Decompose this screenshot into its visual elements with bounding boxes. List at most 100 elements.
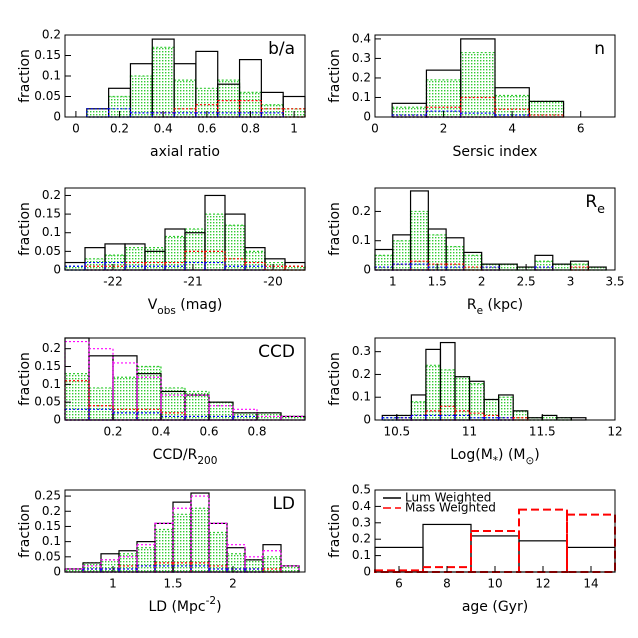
- y-tick-label: 0.4: [352, 31, 371, 45]
- text-segment: (kpc): [483, 297, 523, 313]
- text-segment: ): [534, 447, 539, 463]
- histogram-bar: [64, 380, 90, 421]
- x-tick-label: 0.4: [151, 425, 170, 439]
- legend-label: Mass Weighted: [405, 501, 496, 515]
- x-tick-label: -21: [183, 275, 203, 289]
- panel-annotation: LD: [272, 494, 295, 514]
- x-tick-label: -20: [263, 275, 283, 289]
- x-axis-label: CCD/R200​: [153, 447, 218, 467]
- y-tick-label: 0.05: [34, 89, 61, 103]
- y-tick-label: 0.3: [352, 515, 371, 529]
- x-tick-label: 3: [567, 275, 575, 289]
- x-tick-label: 0.6: [197, 122, 216, 136]
- y-axis-label: fraction: [17, 504, 33, 558]
- x-tick-label: 0.2: [110, 122, 129, 136]
- y-tick-label: 0.2: [42, 504, 61, 518]
- text-segment: CCD: [258, 342, 295, 362]
- histogram-bar: [204, 213, 226, 271]
- y-tick-label: 0.2: [42, 341, 61, 355]
- x-axis-label: Sersic index: [453, 144, 538, 160]
- x-tick-label: 1: [389, 275, 397, 289]
- histogram-bar: [100, 568, 120, 573]
- y-tick-label: 0.2: [42, 188, 61, 202]
- histogram-bar: [136, 544, 156, 573]
- histogram-bar: [136, 547, 156, 573]
- y-tick-label: 0.2: [352, 367, 371, 381]
- histogram-bar: [244, 568, 264, 573]
- text-segment: LD (Mpc: [148, 599, 205, 615]
- x-tick-label: 1.5: [163, 577, 182, 591]
- histogram-bar: [470, 530, 520, 573]
- y-tick-label: 0.15: [34, 359, 61, 373]
- y-axis-label: fraction: [17, 352, 33, 406]
- x-tick-label: 8: [443, 577, 451, 591]
- text-segment: n: [594, 39, 605, 59]
- x-axis-label: age (Gyr): [462, 599, 528, 615]
- histogram-bar: [86, 108, 110, 118]
- y-tick-label: 0.05: [34, 244, 61, 258]
- histogram-bar: [374, 254, 394, 271]
- histogram-bar: [244, 250, 266, 271]
- histogram-bar: [154, 522, 174, 573]
- histogram-bar: [422, 523, 472, 573]
- x-axis-label: Vobs​ (mag): [148, 297, 223, 317]
- plot-frame: [374, 187, 616, 271]
- text-segment: ): [216, 599, 221, 615]
- text-segment: *: [493, 455, 498, 467]
- y-tick-label: 0.2: [352, 532, 371, 546]
- histogram-bar: [190, 495, 210, 573]
- histogram-bar: [112, 412, 138, 421]
- y-tick-label: 0: [363, 565, 371, 579]
- histogram-bar: [184, 228, 206, 271]
- text-segment: CCD/R: [153, 447, 198, 463]
- histogram-bar: [112, 376, 138, 421]
- histogram-bar: [463, 254, 483, 271]
- text-segment: 200: [197, 455, 217, 467]
- text-segment: e: [597, 202, 605, 217]
- x-tick-label: 0.8: [241, 122, 260, 136]
- text-segment: Sersic index: [453, 144, 538, 160]
- x-axis-label: axial ratio: [150, 144, 220, 160]
- y-axis-label: fraction: [327, 504, 343, 558]
- y-tick-label: 0.4: [352, 499, 371, 513]
- y-tick-label: 0: [53, 413, 61, 427]
- text-segment: (mag): [176, 297, 222, 313]
- x-tick-label: 1.5: [428, 275, 447, 289]
- y-axis-label: fraction: [17, 49, 33, 103]
- plot-frame: [64, 337, 306, 421]
- histogram-bar: [454, 376, 471, 421]
- text-segment: Log(M: [450, 447, 493, 463]
- histogram-bar: [226, 568, 246, 573]
- plot-frame: [374, 337, 616, 421]
- histogram-bar: [552, 263, 572, 271]
- histogram-bar: [280, 565, 300, 573]
- histogram-bar: [566, 513, 616, 573]
- histogram-bar: [82, 568, 102, 573]
- y-tick-label: 0.2: [42, 28, 61, 42]
- histogram-bar: [151, 46, 175, 118]
- histogram-bar: [262, 568, 282, 573]
- y-tick-label: 0.15: [34, 48, 61, 62]
- histogram-bar: [494, 108, 530, 118]
- legend-label: Lum Weighted: [405, 491, 491, 505]
- histogram-bar: [244, 559, 264, 573]
- y-tick-label: 0: [53, 565, 61, 579]
- x-tick-label: 6: [577, 122, 585, 136]
- histogram-bar: [217, 79, 241, 118]
- x-tick-label: 10.5: [383, 425, 410, 439]
- histogram-bar: [439, 414, 456, 421]
- histogram-bar: [498, 396, 514, 421]
- y-tick-label: 0.1: [352, 390, 371, 404]
- y-tick-label: 0.05: [34, 395, 61, 409]
- y-tick-label: 0.25: [34, 489, 61, 503]
- x-tick-label: -22: [103, 275, 123, 289]
- x-axis-label: Re​ (kpc): [467, 297, 523, 317]
- x-axis-label: Log(M*​) (M⊙​): [450, 447, 540, 467]
- x-tick-label: 0.2: [103, 425, 122, 439]
- text-segment: axial ratio: [150, 144, 220, 160]
- y-tick-label: 0.15: [34, 207, 61, 221]
- y-tick-label: 0.15: [34, 519, 61, 533]
- histogram-bar: [498, 263, 518, 271]
- text-segment: V: [148, 297, 158, 313]
- x-tick-label: 0.6: [199, 425, 218, 439]
